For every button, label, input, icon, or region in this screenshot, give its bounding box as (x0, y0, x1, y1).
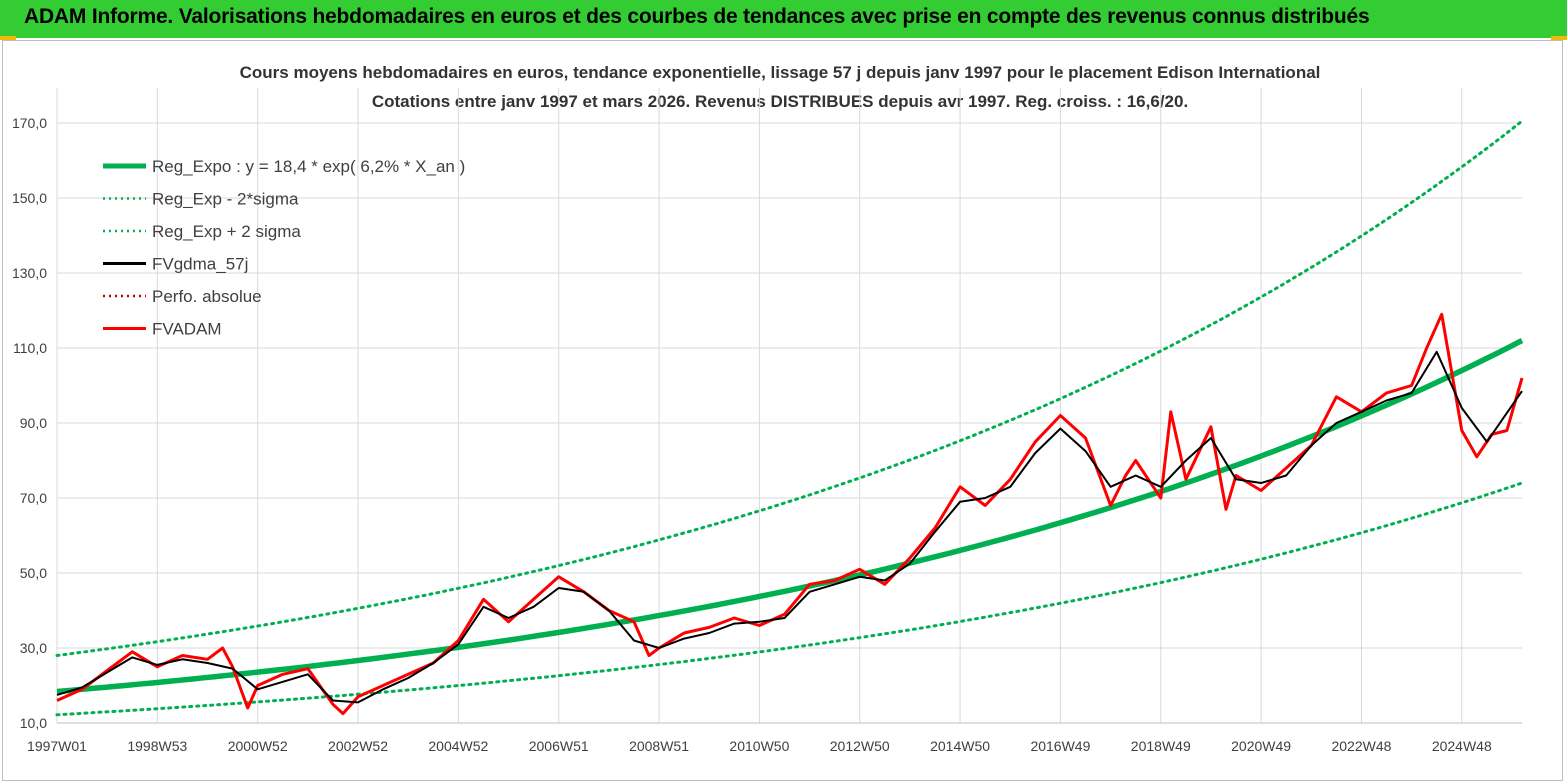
x-tick-label: 2000W52 (228, 738, 288, 754)
series-reg-expo-y-18-4-exp-6-2-x-an (56, 338, 1524, 695)
x-tick-label: 2020W49 (1231, 738, 1291, 754)
x-tick-label: 2014W50 (930, 738, 990, 754)
y-tick-label: 170,0 (12, 115, 47, 131)
y-tick-label: 50,0 (20, 565, 47, 581)
legend-label: FVgdma_57j (152, 255, 248, 274)
y-tick-label: 30,0 (20, 640, 47, 656)
x-tick-label: 2010W50 (729, 738, 789, 754)
legend-label: Reg_Exp + 2 sigma (152, 222, 301, 241)
chart-title-line1: Cours moyens hebdomadaires en euros, ten… (239, 63, 1321, 82)
x-tick-label: 2004W52 (428, 738, 488, 754)
banner-corner-left (0, 36, 16, 40)
banner-corner-right (1551, 36, 1567, 40)
y-tick-label: 130,0 (12, 265, 47, 281)
x-tick-label: 2022W48 (1331, 738, 1391, 754)
x-tick-label: 2006W51 (529, 738, 589, 754)
x-tick-label: 2018W49 (1131, 738, 1191, 754)
series-fvadam (56, 312, 1524, 716)
chart-title-line2: Cotations entre janv 1997 et mars 2026. … (371, 92, 1189, 111)
x-tick-label: 2008W51 (629, 738, 689, 754)
x-tick-label: 2012W50 (830, 738, 890, 754)
legend-label: FVADAM (152, 320, 222, 339)
x-tick-label: 2024W48 (1432, 738, 1492, 754)
legend-label: Reg_Exp - 2*sigma (152, 190, 299, 209)
legend-label: Reg_Expo : y = 18,4 * exp( 6,2% * X_an ) (152, 157, 465, 176)
x-tick-label: 2002W52 (328, 738, 388, 754)
chart-area (2, 40, 1563, 781)
x-tick-label: 1998W53 (127, 738, 187, 754)
series-reg-exp-2-sigma (55, 481, 1524, 717)
x-tick-label: 2016W49 (1030, 738, 1090, 754)
x-tick-label: 1997W01 (27, 738, 87, 754)
y-tick-label: 10,0 (20, 715, 47, 731)
y-tick-label: 150,0 (12, 190, 47, 206)
legend-label: Perfo. absolue (152, 287, 262, 306)
series-reg-exp-2-sigma (55, 119, 1524, 657)
y-tick-label: 110,0 (13, 340, 47, 356)
series-fvgdma-57j (56, 350, 1523, 704)
y-tick-label: 90,0 (20, 415, 47, 431)
banner-title: ADAM Informe. Valorisations hebdomadaire… (24, 5, 1370, 28)
y-tick-label: 70,0 (20, 490, 47, 506)
title-banner: ADAM Informe. Valorisations hebdomadaire… (0, 0, 1567, 38)
